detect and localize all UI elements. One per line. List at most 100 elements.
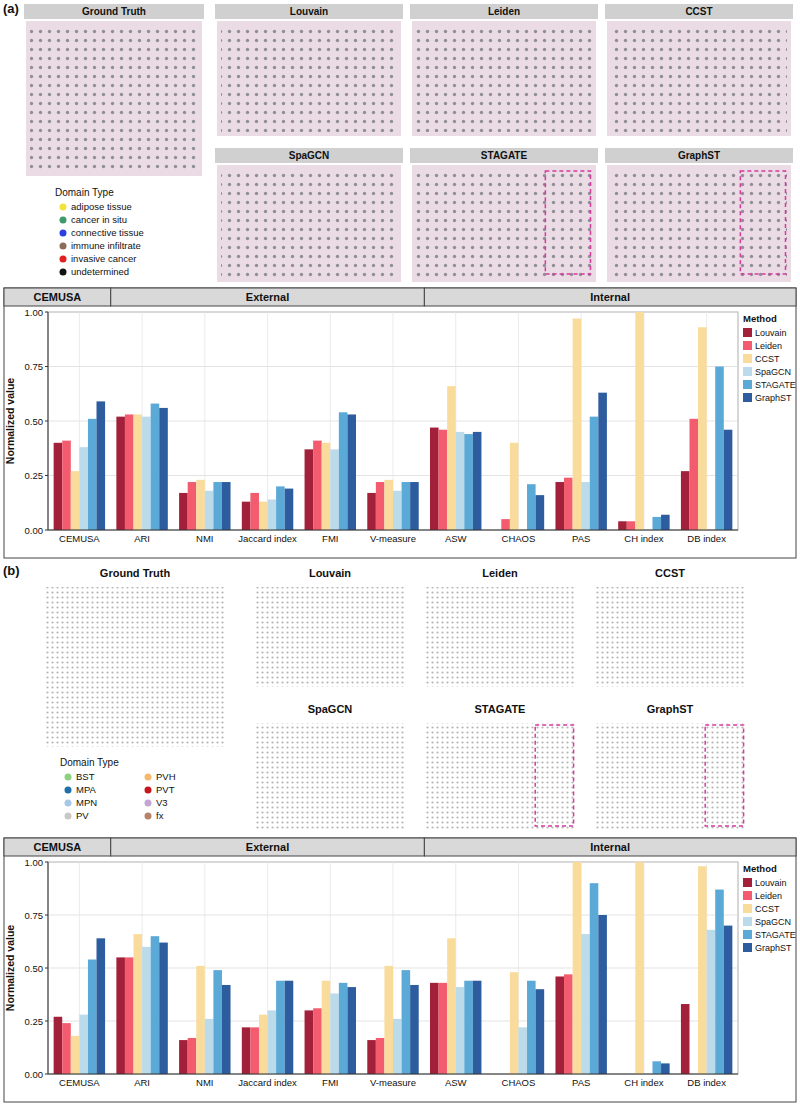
bar bbox=[439, 983, 448, 1074]
highlight-box bbox=[535, 725, 573, 826]
bar bbox=[661, 515, 670, 530]
tissue bbox=[217, 21, 401, 136]
tick-label: 0.25 bbox=[25, 470, 44, 481]
bar bbox=[347, 414, 356, 530]
tissue bbox=[26, 21, 202, 176]
map-title: SpaGCN bbox=[308, 703, 353, 715]
map-header bbox=[215, 4, 403, 19]
bar bbox=[384, 480, 393, 530]
group-title: External bbox=[246, 841, 289, 853]
bar bbox=[384, 966, 393, 1074]
bar bbox=[598, 915, 607, 1074]
bar bbox=[205, 1019, 214, 1074]
bar bbox=[573, 319, 582, 530]
legend-swatch bbox=[743, 878, 752, 887]
bar bbox=[242, 1027, 251, 1074]
legend-entry: PVH bbox=[156, 771, 176, 782]
tick-label: 0.50 bbox=[25, 963, 44, 974]
tissue bbox=[252, 719, 408, 834]
group-title: CEMUSA bbox=[34, 291, 82, 303]
spots bbox=[221, 25, 397, 132]
map-title: CCST bbox=[685, 6, 712, 17]
x-axis bbox=[48, 530, 738, 531]
bar bbox=[473, 432, 482, 530]
bar bbox=[652, 517, 661, 530]
bar bbox=[196, 966, 205, 1074]
legend-swatch bbox=[60, 269, 67, 276]
legend-entry: BST bbox=[76, 771, 95, 782]
legend-entry: undetermined bbox=[71, 266, 129, 277]
legend-entry: PVT bbox=[156, 784, 175, 795]
legend-swatch bbox=[65, 787, 72, 794]
legend-swatch bbox=[60, 243, 67, 250]
legend-title: Method bbox=[743, 863, 777, 874]
bar bbox=[79, 447, 88, 530]
bar bbox=[276, 486, 285, 530]
legend-entry: immune infiltrate bbox=[71, 240, 141, 251]
map-title: SpaGCN bbox=[289, 150, 330, 161]
bars bbox=[54, 862, 733, 1074]
tick-label: 1.00 bbox=[25, 857, 44, 868]
tick-label: ASW bbox=[445, 533, 467, 544]
bar bbox=[196, 480, 205, 530]
bar bbox=[79, 1015, 88, 1074]
legend-swatch bbox=[65, 800, 72, 807]
tick-label: 0.00 bbox=[25, 1069, 44, 1080]
legend-entry: V3 bbox=[156, 797, 168, 808]
bar bbox=[259, 502, 268, 530]
bar bbox=[573, 862, 582, 1074]
figure: (a)Ground TruthLouvainLeidenCCSTSpaGCNST… bbox=[0, 0, 800, 1106]
bar bbox=[97, 938, 106, 1074]
bar bbox=[268, 1010, 277, 1074]
legend-swatch bbox=[743, 930, 752, 939]
bar bbox=[698, 327, 707, 530]
legend-entry: fx bbox=[156, 810, 164, 821]
bar bbox=[71, 1036, 80, 1074]
bar bbox=[464, 434, 473, 530]
map-title: Ground Truth bbox=[100, 567, 171, 579]
bar bbox=[322, 443, 331, 530]
tissue bbox=[422, 583, 578, 691]
bar bbox=[536, 495, 545, 530]
bar bbox=[54, 1017, 63, 1074]
legend-entry: SpaGCN bbox=[755, 917, 791, 927]
bar bbox=[134, 414, 143, 530]
spots bbox=[596, 587, 744, 687]
legend-entry: Louvain bbox=[755, 328, 787, 338]
bar bbox=[305, 449, 314, 530]
bar bbox=[527, 981, 536, 1074]
tissue bbox=[42, 583, 228, 751]
tick-label: 0.50 bbox=[25, 416, 44, 427]
legend-swatch bbox=[743, 917, 752, 926]
spots bbox=[46, 587, 224, 747]
bar bbox=[116, 417, 125, 530]
legend-entry: Louvain bbox=[755, 878, 787, 888]
bar bbox=[205, 491, 214, 530]
legend-swatch bbox=[145, 787, 152, 794]
bars bbox=[54, 312, 733, 530]
bar bbox=[590, 883, 599, 1074]
panel-label: (b) bbox=[3, 563, 20, 578]
tick-label: V-measure bbox=[370, 1077, 416, 1088]
highlight-box bbox=[545, 171, 590, 274]
bar bbox=[250, 493, 259, 530]
spots bbox=[256, 723, 404, 830]
tick-label: NMI bbox=[196, 533, 213, 544]
bar bbox=[250, 1027, 259, 1074]
legend-swatch bbox=[743, 367, 752, 376]
spots bbox=[596, 723, 744, 830]
legend-entry: Leiden bbox=[755, 891, 782, 901]
bar bbox=[698, 866, 707, 1074]
bar bbox=[555, 482, 564, 530]
bar bbox=[652, 1061, 661, 1074]
map-title: Leiden bbox=[488, 6, 520, 17]
tissue bbox=[252, 583, 408, 691]
map-header bbox=[605, 148, 793, 163]
bar bbox=[410, 482, 419, 530]
tick-label: CH index bbox=[624, 1077, 663, 1088]
tick-label: CH index bbox=[624, 533, 663, 544]
group-title: Internal bbox=[590, 291, 630, 303]
bar bbox=[724, 926, 733, 1074]
tick-label: CEMUSA bbox=[59, 1077, 100, 1088]
bar bbox=[510, 972, 519, 1074]
